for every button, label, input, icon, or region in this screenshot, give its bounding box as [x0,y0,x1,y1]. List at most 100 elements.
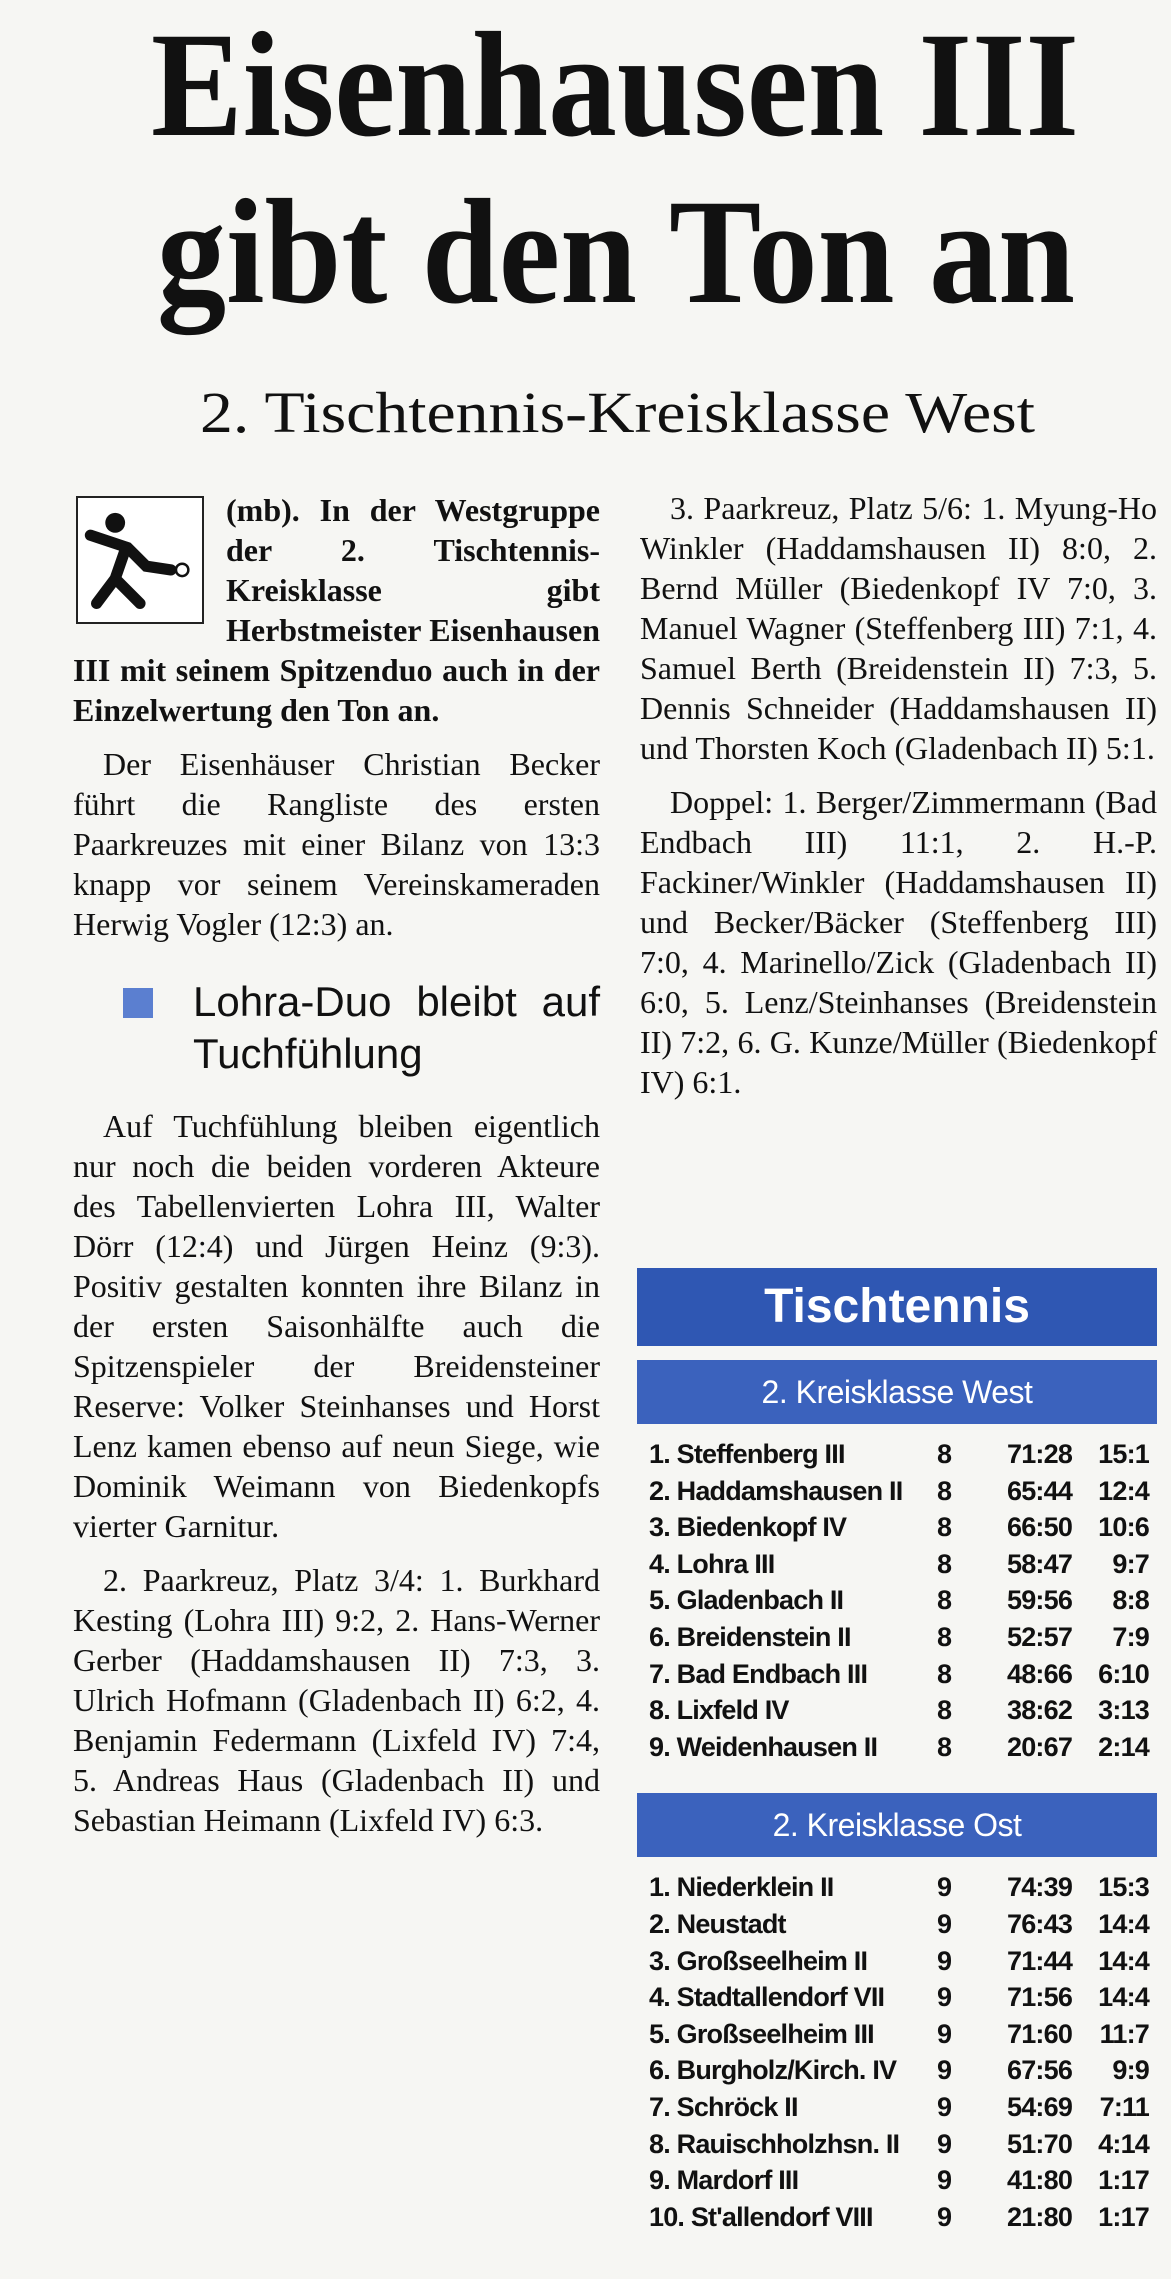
table-row: 9. Weidenhausen II 8 20:67 2:14 [637,1729,1157,1766]
group-rows: 1. Steffenberg III 8 71:28 15:1 2. Haddamsha… [637,1424,1157,1779]
table-row: 7. Bad Endbach III 8 48:66 6:10 [637,1656,1157,1693]
points: 10:6 [1098,1512,1150,1543]
games: 9 [937,2128,952,2159]
team: 5. Großseelheim III [649,2018,875,2049]
points: 12:4 [1098,1475,1150,1506]
games: 8 [937,1731,952,1762]
games: 8 [937,1621,952,1652]
score: 65:44 [1007,1475,1073,1506]
score: 21:80 [1007,2201,1073,2232]
games: 8 [937,1475,952,1506]
points: 8:8 [1112,1585,1149,1616]
games: 8 [937,1439,952,1469]
games: 9 [937,2165,952,2196]
table-row: 8. Lixfeld IV 8 38:62 3:13 [637,1692,1157,1729]
score: 66:50 [1007,1512,1073,1543]
subheading-marker [123,988,153,1018]
score: 58:47 [1007,1548,1073,1579]
games: 9 [937,1872,952,1903]
points: 7:11 [1099,2091,1150,2122]
score: 67:56 [1007,2055,1073,2086]
score: 38:62 [1007,1695,1073,1726]
games: 9 [937,2091,952,2122]
score: 52:57 [1007,1621,1073,1652]
games: 9 [937,2201,952,2232]
score: 71:44 [1007,1945,1073,1976]
team: 1. Niederklein II [649,1872,834,1903]
team: 8. Rauischholzhsn. II [649,2128,900,2159]
points: 14:4 [1098,1945,1150,1976]
score: 20:67 [1007,1731,1073,1762]
games: 9 [937,1945,952,1976]
team: 3. Großseelheim II [649,1945,868,1976]
team: 7. Schröck II [649,2091,798,2122]
points: 9:7 [1112,1548,1149,1579]
group-heading: 2. Kreisklasse Ost [637,1793,1157,1858]
group-rows: 1. Niederklein II 9 74:39 15:3 2. Neustadt 9 7… [637,1857,1157,2249]
table-row: 1. Steffenberg III 8 71:28 15:1 [637,1436,1157,1473]
points: 11:7 [1099,2018,1150,2049]
paragraph: 3. Paarkreuz, Platz 5/6: 1. Myung-Ho Win… [640,490,1157,766]
right-column: 3. Paarkreuz, Platz 5/6: 1. Myung-Ho Win… [640,488,1157,1116]
headline: Eisenhausen III [151,2,1079,168]
table-row: 6. Breidenstein II 8 52:57 7:9 [637,1619,1157,1656]
table-row: 9. Mardorf III 9 41:80 1:17 [637,2162,1157,2199]
table-row: 3. Biedenkopf IV 8 66:50 10:6 [637,1509,1157,1546]
team: 4. Stadtallendorf VII [649,1982,885,2013]
score: 41:80 [1007,2165,1073,2196]
subheading-text: Lohra-Duo bleibt auf Tuchfühlung [193,978,600,1077]
score: 74:39 [1007,1872,1073,1903]
table-row: 3. Großseelheim II 9 71:44 14:4 [637,1943,1157,1980]
team: 8. Lixfeld IV [649,1695,789,1726]
headline: gibt den Ton an [157,169,1075,335]
points: 9:9 [1112,2055,1149,2086]
points: 15:3 [1098,1872,1150,1903]
points: 1:17 [1098,2201,1150,2232]
team: 10. St'allendorf VIII [649,2201,873,2232]
score: 71:28 [1007,1439,1073,1469]
headline-area: Eisenhausen III gibt den Ton an 2. Tisch… [151,2,1079,445]
score: 59:56 [1007,1585,1073,1616]
games: 9 [937,2055,952,2086]
games: 9 [937,1982,952,2013]
standings-table: Tischtennis 2. Kreisklasse West 1. Steffe… [637,1268,1157,2249]
table-row: 1. Niederklein II 9 74:39 15:3 [637,1869,1157,1906]
points: 6:10 [1098,1658,1150,1689]
team: 9. Mardorf III [649,2165,799,2196]
points: 3:13 [1098,1695,1150,1726]
left-column: (mb). In der Westgruppe der 2. Tischtenn… [73,490,600,1854]
score: 51:70 [1007,2128,1073,2159]
games: 8 [937,1585,952,1616]
team: 4. Lohra III [649,1548,775,1579]
team: 6. Burgholz/Kirch. IV [649,2055,897,2086]
team: 2. Neustadt [649,1908,787,1939]
table-row: 6. Burgholz/Kirch. IV 9 67:56 9:9 [637,2052,1157,2089]
games: 8 [937,1512,952,1543]
team: 3. Biedenkopf IV [649,1512,847,1543]
points: 1:17 [1098,2165,1150,2196]
points: 15:1 [1098,1439,1150,1469]
games: 9 [937,2018,952,2049]
score: 71:56 [1007,1982,1073,2013]
team: 2. Haddamshausen II [649,1475,903,1506]
paragraph: Der Eisenhäuser Christian Becker führt d… [73,746,600,942]
points: 7:9 [1112,1621,1149,1652]
games: 8 [937,1695,952,1726]
games: 8 [937,1658,952,1689]
points: 4:14 [1098,2128,1150,2159]
subtitle: 2. Tischtennis-Kreisklasse West [200,380,1035,445]
team: 6. Breidenstein II [649,1621,851,1652]
points: 14:4 [1098,1982,1150,2013]
score: 54:69 [1007,2091,1073,2122]
points: 14:4 [1098,1908,1150,1939]
table-row: 4. Lohra III 8 58:47 9:7 [637,1546,1157,1583]
table-row: 7. Schröck II 9 54:69 7:11 [637,2089,1157,2126]
table-row: 5. Großseelheim III 9 71:60 11:7 [637,2016,1157,2053]
paragraph: Doppel: 1. Berger/Zimmermann (Bad Endbac… [640,784,1157,1100]
table-tennis-icon [76,496,204,624]
lead-paragraph: (mb). In der Westgruppe der 2. Tischtenn… [73,492,600,728]
team: 9. Weidenhausen II [649,1731,878,1762]
team: 5. Gladenbach II [649,1585,844,1616]
games: 8 [937,1548,952,1579]
